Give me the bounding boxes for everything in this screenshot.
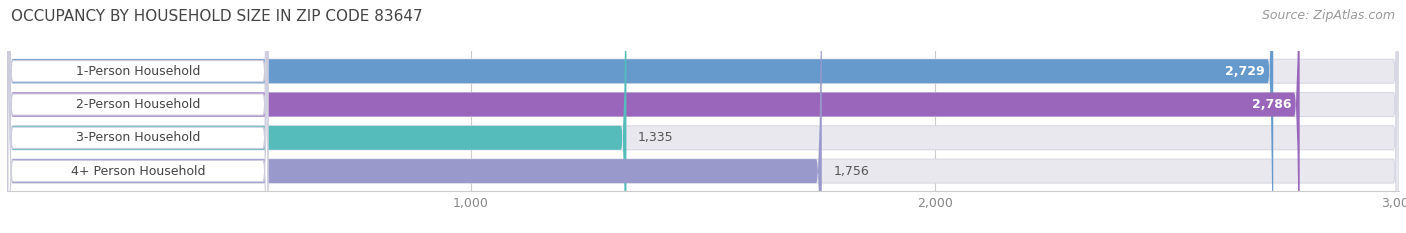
FancyBboxPatch shape bbox=[8, 0, 267, 233]
FancyBboxPatch shape bbox=[7, 0, 1399, 233]
FancyBboxPatch shape bbox=[7, 0, 821, 233]
Text: 3-Person Household: 3-Person Household bbox=[76, 131, 200, 144]
FancyBboxPatch shape bbox=[7, 0, 1399, 233]
Text: 1,756: 1,756 bbox=[834, 164, 869, 178]
Text: OCCUPANCY BY HOUSEHOLD SIZE IN ZIP CODE 83647: OCCUPANCY BY HOUSEHOLD SIZE IN ZIP CODE … bbox=[11, 9, 423, 24]
Text: 4+ Person Household: 4+ Person Household bbox=[70, 164, 205, 178]
Text: 1,335: 1,335 bbox=[638, 131, 673, 144]
Text: 1-Person Household: 1-Person Household bbox=[76, 65, 200, 78]
FancyBboxPatch shape bbox=[8, 0, 267, 233]
Text: 2,729: 2,729 bbox=[1225, 65, 1265, 78]
FancyBboxPatch shape bbox=[7, 0, 1399, 233]
FancyBboxPatch shape bbox=[7, 0, 1274, 233]
Text: 2-Person Household: 2-Person Household bbox=[76, 98, 200, 111]
FancyBboxPatch shape bbox=[7, 0, 1299, 233]
Text: Source: ZipAtlas.com: Source: ZipAtlas.com bbox=[1261, 9, 1395, 22]
Text: 2,786: 2,786 bbox=[1251, 98, 1291, 111]
FancyBboxPatch shape bbox=[7, 0, 627, 233]
FancyBboxPatch shape bbox=[8, 0, 267, 233]
FancyBboxPatch shape bbox=[8, 0, 267, 233]
FancyBboxPatch shape bbox=[7, 0, 1399, 233]
